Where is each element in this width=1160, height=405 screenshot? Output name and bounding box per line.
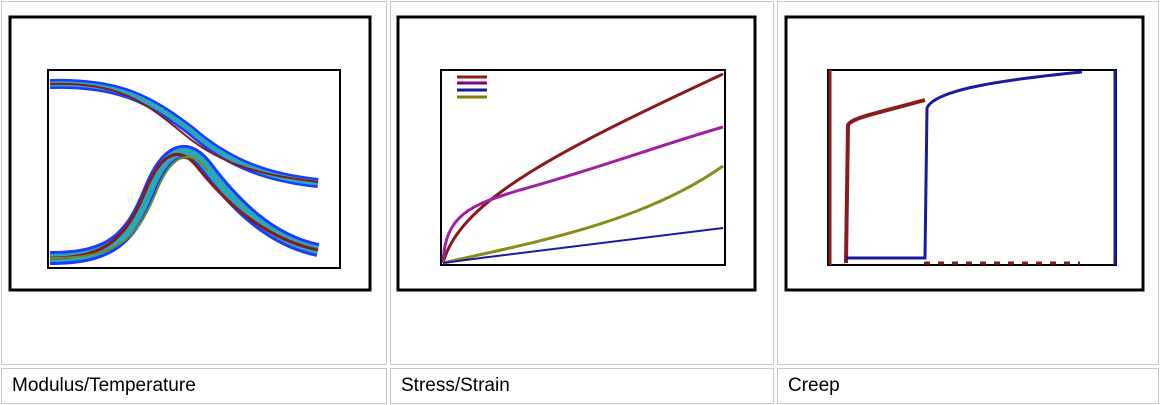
thumbnail (8, 15, 372, 292)
thumbnail (784, 15, 1145, 292)
thumbnail (396, 15, 757, 292)
caption[interactable]: Stress/Strain (390, 368, 774, 404)
caption[interactable]: Creep (777, 368, 1159, 404)
caption[interactable]: Modulus/Temperature (1, 368, 387, 404)
thumbnails (8, 15, 1145, 292)
